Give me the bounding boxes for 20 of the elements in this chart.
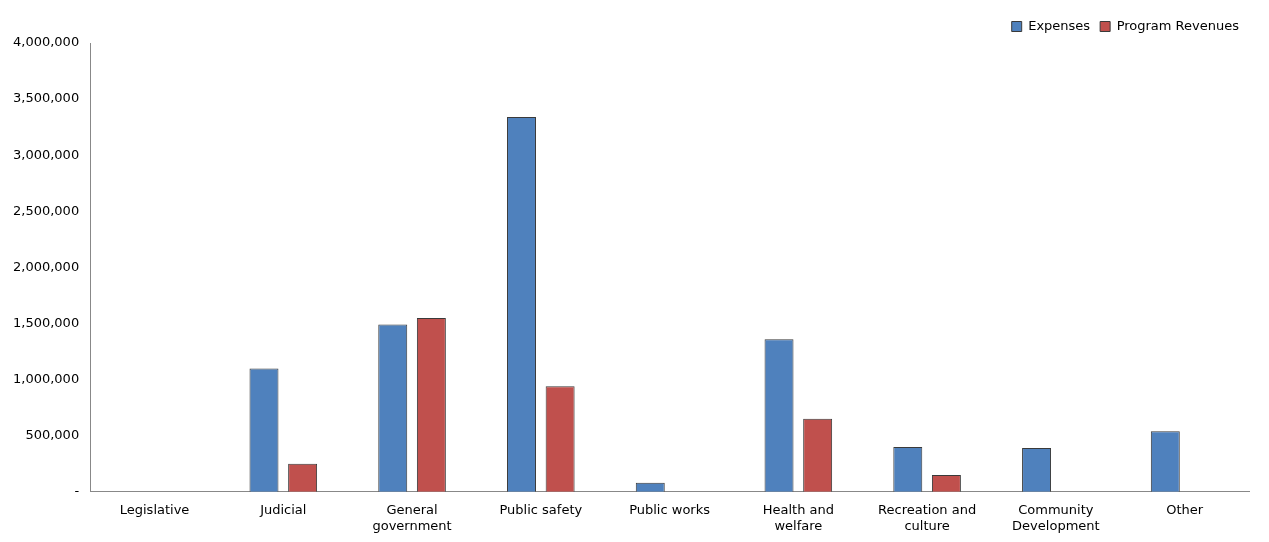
x-tick-label: Health and welfare [762, 501, 834, 533]
x-tick-label: Judicial [259, 501, 307, 517]
y-tick-label: 4,000,000 [12, 34, 80, 50]
x-tick-label: Public works [629, 501, 711, 517]
y-tick-label: 1,500,000 [12, 314, 80, 330]
x-tick-label: Recreation and culture [878, 501, 977, 533]
x-tick-label: General government [372, 501, 452, 533]
y-tick-label: 3,000,000 [12, 146, 80, 162]
x-tick-label: Public safety [499, 501, 583, 517]
x-tick-label: Other [1166, 501, 1204, 517]
x-tick-label: Community Development [1012, 501, 1100, 533]
x-tick-label: Legislative [119, 501, 190, 517]
y-tick-label: 500,000 [25, 427, 80, 443]
y-tick-label: 3,500,000 [12, 90, 80, 106]
y-tick-label: 2,500,000 [12, 202, 80, 218]
y-tick-label: - [74, 483, 80, 499]
y-tick-label: 2,000,000 [12, 258, 80, 274]
legend-label: Expenses [1028, 17, 1091, 33]
y-tick-label: 1,000,000 [12, 370, 80, 386]
legend-label: Program Revenues [1116, 17, 1240, 33]
